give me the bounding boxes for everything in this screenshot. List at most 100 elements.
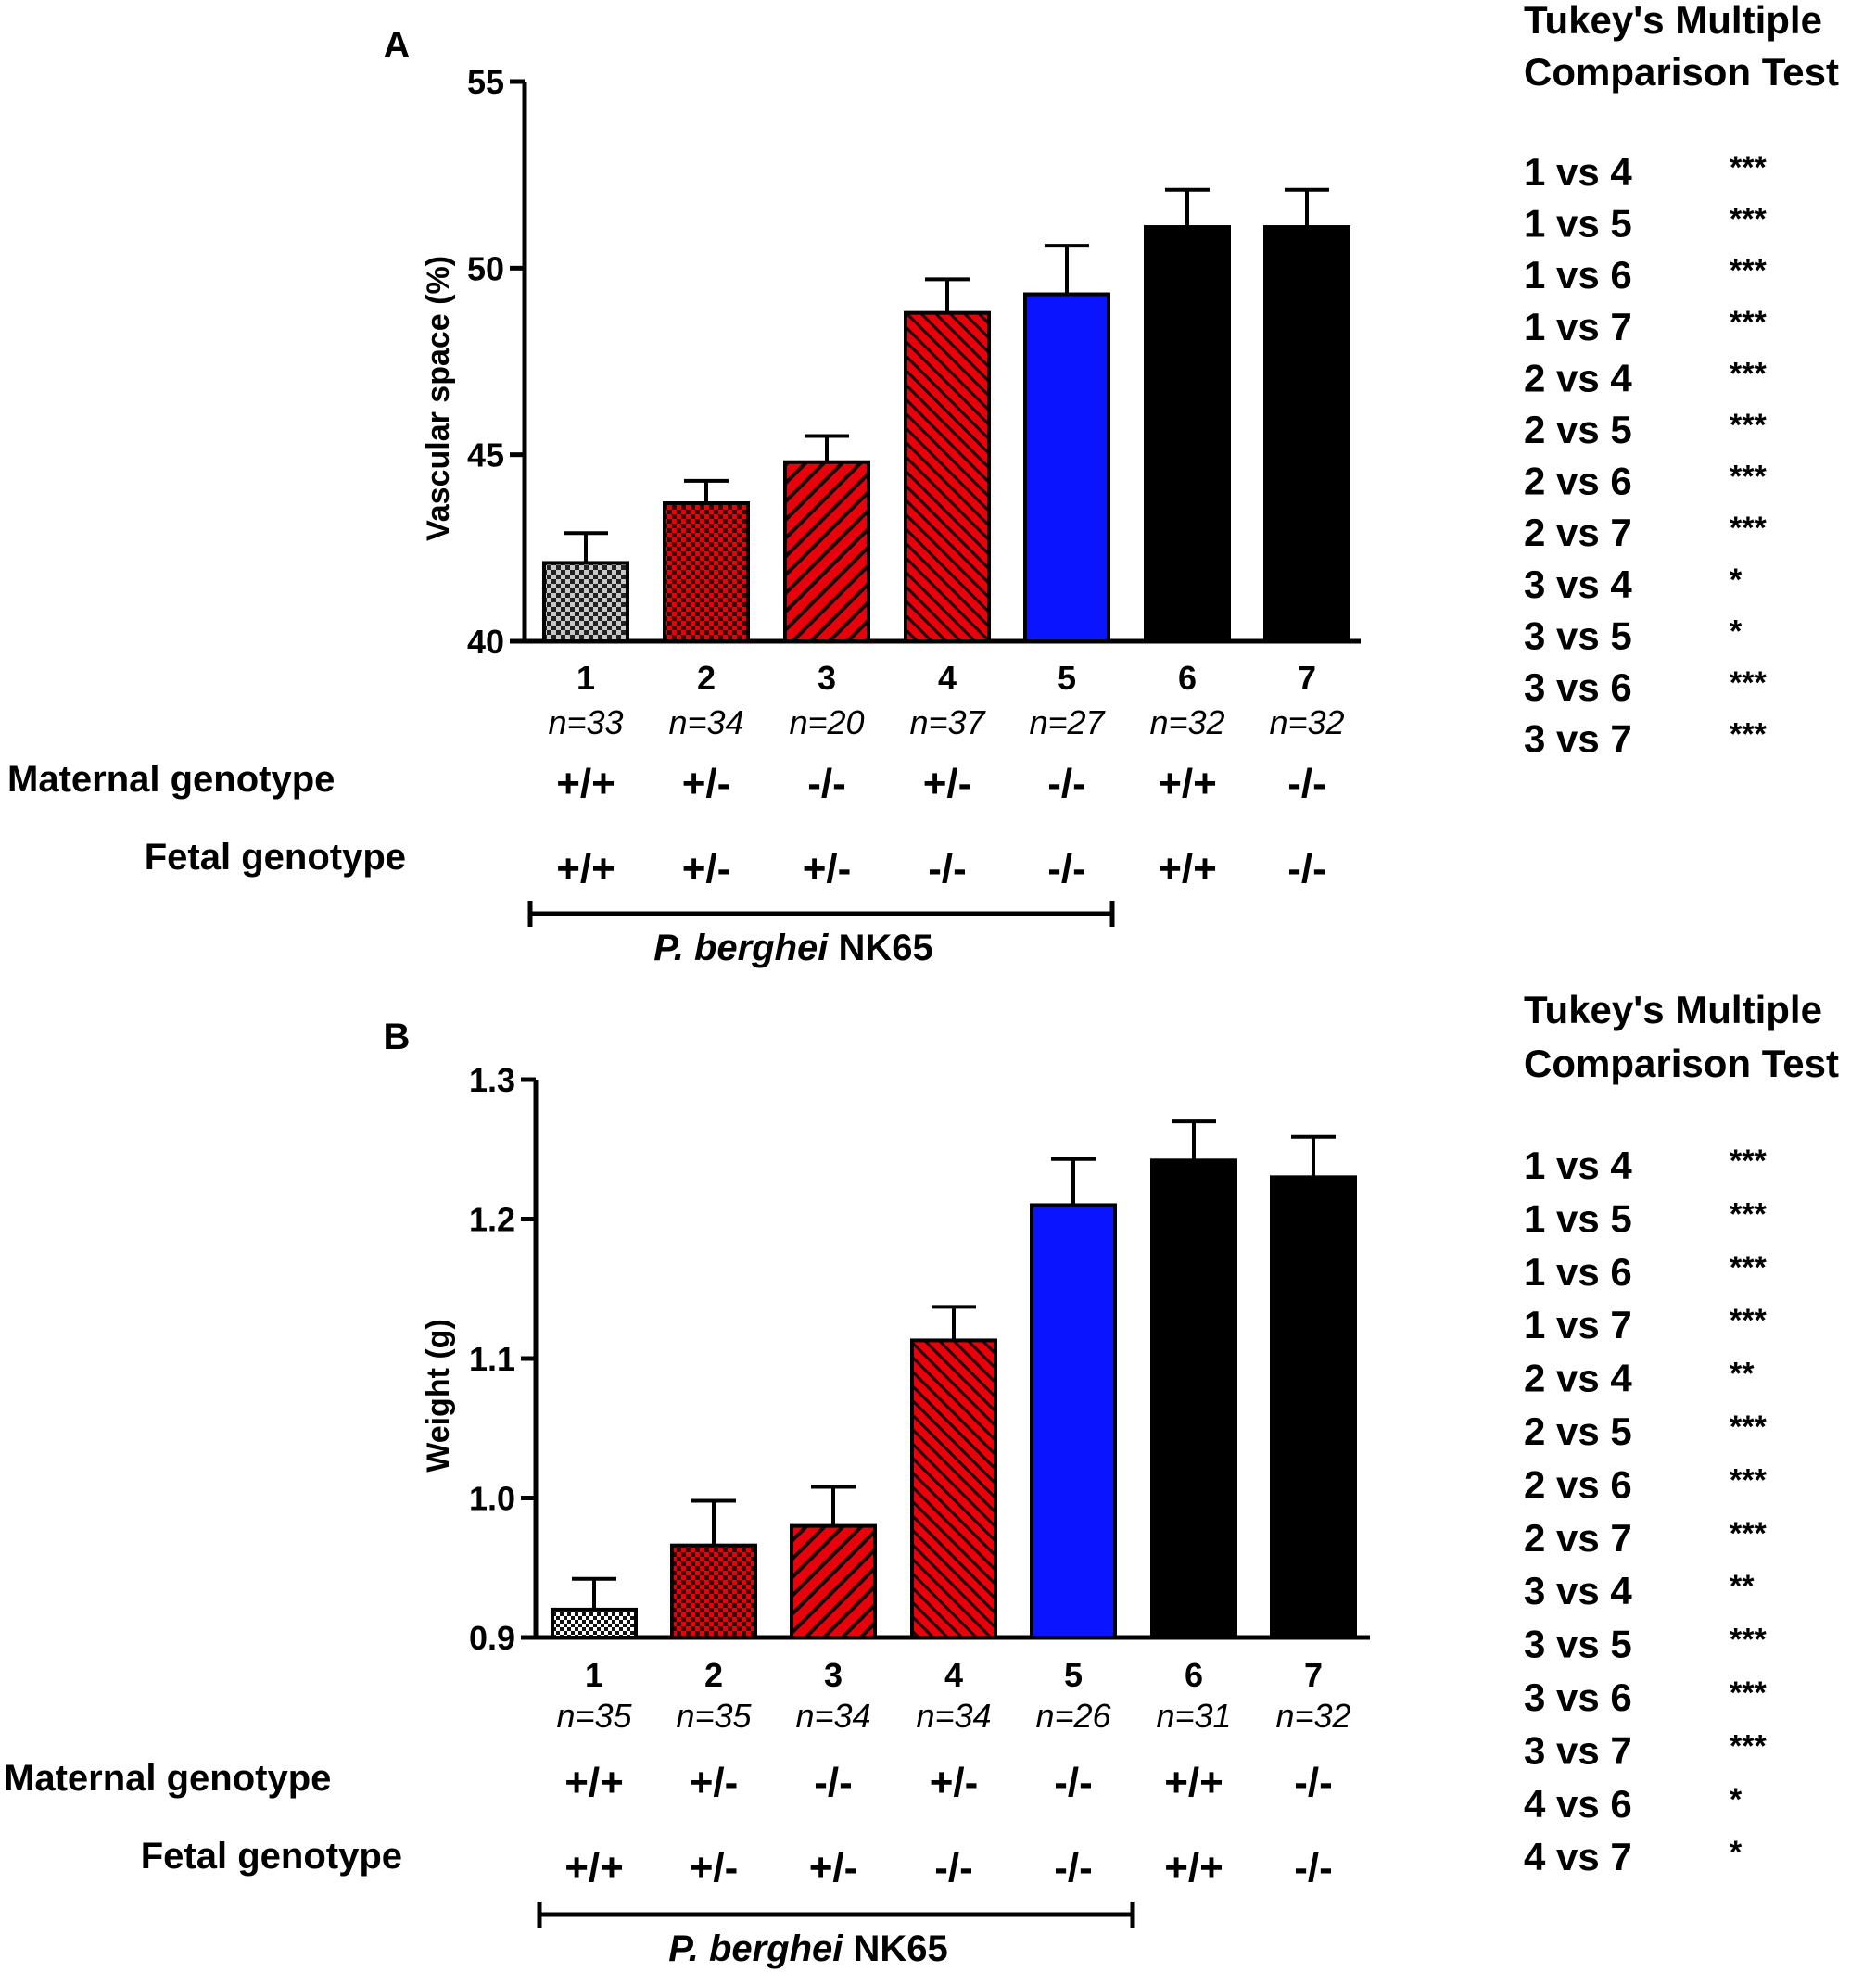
tukey-significance: ***	[1730, 1675, 1767, 1711]
tukey-significance: ***	[1730, 202, 1767, 237]
tukey-significance: ***	[1730, 356, 1767, 391]
tukey-pair: 1 vs 6	[1524, 253, 1632, 297]
tukey-pair: 3 vs 5	[1524, 1623, 1632, 1666]
tukey-significance: ***	[1730, 1250, 1767, 1285]
infection-strain: NK65	[843, 1928, 947, 1969]
fetal-genotype: -/-	[928, 846, 967, 891]
x-tick-label: 6	[1178, 659, 1197, 697]
tukey-significance: ***	[1730, 1409, 1767, 1445]
tukey-pair: 1 vs 7	[1524, 305, 1632, 348]
bar-2	[663, 501, 750, 643]
tukey-pair: 4 vs 7	[1524, 1835, 1632, 1878]
tukey-significance: *	[1730, 563, 1743, 598]
y-tick-label: 45	[467, 436, 504, 474]
y-axis-label: Weight (g)	[421, 1319, 456, 1473]
fetal-genotype: +/-	[690, 1845, 739, 1890]
tukey-title: Comparison Test	[1524, 1042, 1839, 1085]
x-tick-label: 3	[824, 1656, 843, 1694]
tukey-significance: *	[1730, 1835, 1743, 1870]
maternal-genotype: -/-	[1054, 1760, 1093, 1805]
x-tick-label: 2	[704, 1656, 723, 1694]
fetal-genotype: +/+	[556, 846, 615, 891]
maternal-genotype: -/-	[807, 761, 846, 806]
bar-3	[790, 1523, 877, 1639]
tukey-pair: 3 vs 4	[1524, 563, 1632, 606]
y-tick-label: 1.0	[469, 1480, 515, 1518]
y-tick-label: 1.3	[469, 1061, 515, 1099]
x-tick-label: 5	[1058, 659, 1076, 697]
x-tick-label: 4	[944, 1656, 963, 1694]
bar-5	[1023, 292, 1110, 643]
tukey-pair: 1 vs 5	[1524, 1196, 1632, 1240]
fetal-genotype: +/+	[564, 1845, 624, 1890]
bar-6	[1144, 225, 1231, 643]
infection-species: P. berghei	[668, 1928, 843, 1969]
tukey-significance: *	[1730, 1782, 1743, 1817]
tukey-significance: ***	[1730, 1196, 1767, 1232]
tukey-pair: 3 vs 7	[1524, 717, 1632, 761]
maternal-genotype: +/-	[682, 761, 731, 806]
tukey-pair: 3 vs 7	[1524, 1728, 1632, 1772]
tukey-significance: ***	[1730, 1303, 1767, 1338]
bar-2	[670, 1543, 757, 1640]
fetal-genotype: +/+	[1158, 846, 1217, 891]
tukey-pair: 4 vs 6	[1524, 1782, 1632, 1826]
tukey-pair: 1 vs 7	[1524, 1303, 1632, 1346]
tukey-pair: 1 vs 4	[1524, 1144, 1632, 1187]
tukey-significance: ***	[1730, 717, 1767, 752]
fetal-genotype: +/+	[1164, 1845, 1223, 1890]
n-label: n=27	[1029, 703, 1106, 741]
n-label: n=32	[1269, 703, 1344, 741]
n-label: n=32	[1275, 1697, 1350, 1735]
tukey-title: Tukey's Multiple	[1524, 988, 1822, 1031]
maternal-genotype: -/-	[814, 1760, 853, 1805]
tukey-pair: 1 vs 4	[1524, 150, 1632, 194]
n-label: n=33	[548, 703, 623, 741]
maternal-genotype: +/+	[1164, 1760, 1223, 1805]
x-tick-label: 1	[577, 659, 595, 697]
tukey-pair: 2 vs 6	[1524, 460, 1632, 503]
x-tick-label: 2	[697, 659, 716, 697]
tukey-significance: ***	[1730, 1516, 1767, 1551]
x-tick-label: 6	[1185, 1656, 1203, 1694]
n-label: n=32	[1149, 703, 1224, 741]
tukey-significance: ***	[1730, 253, 1767, 288]
n-label: n=35	[556, 1697, 632, 1735]
maternal-genotype: +/-	[690, 1760, 739, 1805]
x-tick-label: 7	[1304, 1656, 1323, 1694]
maternal-genotype: +/-	[930, 1760, 979, 1805]
n-label: n=37	[909, 703, 986, 741]
y-axis-label: Vascular space (%)	[421, 256, 456, 541]
tukey-significance: ***	[1730, 1728, 1767, 1763]
maternal-genotype-label: Maternal genotype	[7, 759, 335, 800]
n-label: n=20	[789, 703, 864, 741]
n-label: n=31	[1156, 1697, 1231, 1735]
bar-7	[1263, 225, 1350, 643]
tukey-significance: ***	[1730, 150, 1767, 185]
fetal-genotype-label: Fetal genotype	[141, 1836, 402, 1877]
y-tick-label: 0.9	[469, 1619, 515, 1657]
tukey-pair: 2 vs 5	[1524, 1409, 1632, 1453]
tukey-pair: 2 vs 6	[1524, 1462, 1632, 1506]
infection-label: P. berghei NK65	[653, 928, 933, 968]
tukey-pair: 2 vs 4	[1524, 356, 1632, 399]
x-tick-label: 4	[938, 659, 957, 697]
maternal-genotype: +/+	[564, 1760, 624, 1805]
fetal-genotype: -/-	[1054, 1845, 1093, 1890]
bar-3	[783, 460, 870, 643]
tukey-pair: 3 vs 6	[1524, 665, 1632, 709]
bar-4	[910, 1338, 997, 1640]
maternal-genotype-label: Maternal genotype	[4, 1758, 331, 1799]
tukey-title: Tukey's Multiple	[1524, 0, 1822, 42]
y-tick-label: 1.2	[469, 1201, 515, 1239]
x-tick-label: 5	[1064, 1656, 1083, 1694]
maternal-genotype: +/-	[923, 761, 972, 806]
infection-species: P. berghei	[653, 928, 829, 968]
n-label: n=34	[668, 703, 743, 741]
fetal-genotype: -/-	[1047, 846, 1086, 891]
panel-label: B	[384, 1017, 411, 1057]
bar-7	[1270, 1175, 1357, 1639]
n-label: n=34	[795, 1697, 870, 1735]
